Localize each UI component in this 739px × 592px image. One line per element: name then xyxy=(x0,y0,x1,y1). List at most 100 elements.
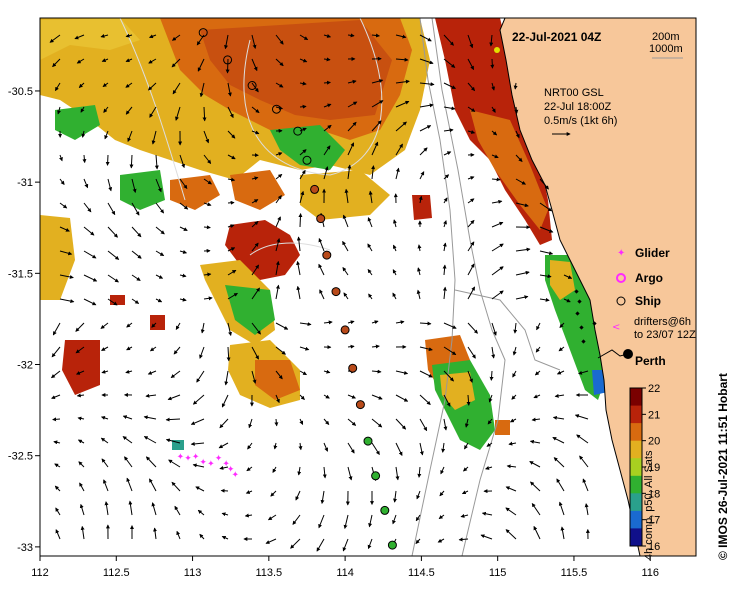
current-vector xyxy=(296,236,301,252)
current-vector xyxy=(100,322,109,329)
current-vector xyxy=(347,33,355,38)
current-vector xyxy=(251,220,259,228)
current-vector xyxy=(49,34,61,43)
current-vector xyxy=(171,58,181,68)
current-vector xyxy=(296,285,301,300)
current-vector xyxy=(75,346,85,354)
current-vector xyxy=(347,79,357,84)
current-vector xyxy=(489,34,494,47)
current-vector xyxy=(75,370,85,375)
colorbar-tick-label: 17 xyxy=(648,515,660,527)
current-info-time: 22-Jul 18:00Z xyxy=(544,101,612,113)
current-vector xyxy=(107,298,118,306)
current-vector xyxy=(513,82,518,90)
current-vector xyxy=(224,370,229,386)
glider-point: ✦ xyxy=(199,458,207,468)
current-vector xyxy=(131,202,140,216)
current-vector xyxy=(529,461,541,468)
legend-drifters-2: to 23/07 12Z xyxy=(634,329,696,341)
current-vector xyxy=(371,320,379,325)
current-vector xyxy=(467,370,473,383)
current-vector xyxy=(347,466,353,481)
current-vector xyxy=(515,202,529,208)
current-vector xyxy=(275,238,281,252)
current-vector xyxy=(439,490,445,497)
current-vector xyxy=(107,202,116,216)
current-vector xyxy=(417,244,422,252)
current-vector xyxy=(299,169,306,180)
current-vector xyxy=(172,82,181,95)
current-vector xyxy=(244,513,253,518)
glider-point: ✦ xyxy=(227,465,235,475)
current-vector xyxy=(83,250,97,259)
current-vector xyxy=(299,370,307,376)
current-vector xyxy=(105,154,110,166)
y-tick-label: -30.5 xyxy=(8,86,33,98)
current-vector xyxy=(272,466,277,473)
current-vector xyxy=(552,436,565,444)
colorbar-swatch xyxy=(630,475,642,494)
current-vector xyxy=(467,263,475,276)
current-vector xyxy=(513,322,518,334)
current-vector xyxy=(148,58,157,64)
current-vector xyxy=(443,394,451,407)
current-vector xyxy=(371,120,382,132)
current-vector xyxy=(101,58,109,62)
current-vector xyxy=(342,214,349,228)
current-vector xyxy=(251,264,260,276)
current-vector xyxy=(419,58,434,65)
current-vector xyxy=(371,165,376,180)
current-vector xyxy=(443,418,448,431)
current-vector xyxy=(563,298,571,303)
current-vector xyxy=(392,514,397,525)
glider-point: ✦ xyxy=(232,471,240,481)
ship-point xyxy=(322,250,332,260)
current-vector xyxy=(298,213,303,228)
current-vector xyxy=(79,503,85,516)
current-vector xyxy=(76,393,85,398)
current-vector xyxy=(51,394,61,399)
current-vector xyxy=(248,418,253,429)
ship-point xyxy=(310,184,320,194)
current-vector xyxy=(125,106,133,115)
current-vector xyxy=(299,394,305,400)
current-vector xyxy=(76,58,85,64)
current-vector xyxy=(80,525,85,540)
current-vector xyxy=(530,481,541,492)
colorbar-swatch xyxy=(630,458,642,477)
current-vector xyxy=(179,226,188,231)
ship-point xyxy=(355,400,365,410)
current-vector xyxy=(491,199,503,204)
legend-drifters-1: drifters@6h xyxy=(634,316,691,328)
x-tick-label: 113.5 xyxy=(255,567,282,579)
current-vector xyxy=(467,106,476,112)
current-vector xyxy=(151,322,157,328)
current-vector xyxy=(227,322,233,337)
current-vector xyxy=(275,105,284,110)
current-vector xyxy=(395,34,407,39)
current-vector xyxy=(552,415,565,420)
ship-point xyxy=(380,505,390,515)
current-vector xyxy=(107,250,120,260)
current-vector xyxy=(79,482,85,492)
current-vector xyxy=(59,226,70,232)
current-vector xyxy=(251,287,260,300)
current-vector xyxy=(218,442,229,449)
current-vector xyxy=(323,145,331,156)
current-info-scale: 0.5m/s (1kt 6h) xyxy=(544,115,617,127)
current-vector xyxy=(443,106,456,111)
current-vector xyxy=(165,417,181,422)
current-vector xyxy=(515,247,531,252)
current-vector xyxy=(460,513,469,518)
ship-point xyxy=(340,325,350,335)
current-vector xyxy=(531,417,541,422)
current-vector xyxy=(491,322,497,336)
glider-point: ✦ xyxy=(215,454,223,464)
current-vector xyxy=(52,58,61,68)
current-vector xyxy=(251,58,258,72)
current-vector xyxy=(442,264,447,276)
current-vector xyxy=(535,346,541,353)
current-vector xyxy=(251,176,259,181)
current-vector xyxy=(83,298,97,306)
current-vector xyxy=(104,501,109,516)
